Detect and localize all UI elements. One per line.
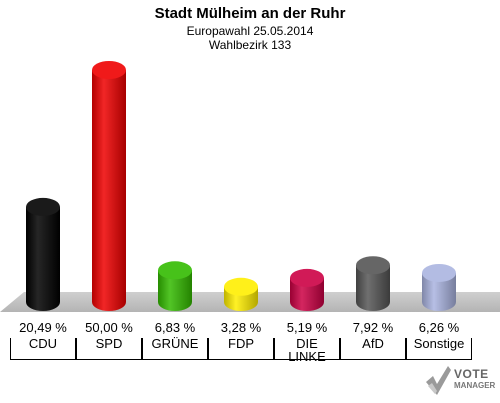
bar-body [422,272,456,311]
bar-cap [422,263,456,282]
bar-fdp [224,277,258,311]
value-label: 5,19 % [286,320,328,335]
category-bracket [274,338,340,360]
bar-cap [224,277,258,296]
category-bracket [208,338,274,360]
bar-cap [290,268,324,287]
category-bracket [142,338,208,360]
category-label: SPD [95,336,123,351]
bar-spd [92,61,126,311]
bar-body [26,206,60,311]
category-bracket [406,338,472,360]
value-label: 3,28 % [220,320,262,335]
bars-group [26,61,456,311]
logo-text-vote: VOTE [454,367,489,381]
category-bracket [76,338,142,360]
bar-gruene [158,261,192,311]
logo-text-manager: MANAGER [454,381,496,390]
chart-district: Wahlbezirk 133 [208,38,292,52]
category-label: CDU [28,336,58,351]
bar-cap [92,61,126,79]
category-bracket [10,338,76,360]
bar-cap [356,256,390,275]
category-label: FDP [228,336,254,351]
value-label: 6,26 % [418,320,460,335]
vote-manager-check-icon [426,366,451,395]
bar-cap [26,197,60,216]
bar-body [92,70,126,311]
bar-body [158,270,192,311]
vote-manager-logo: VOTE MANAGER [424,364,500,400]
chart-subtitle: Europawahl 25.05.2014 [186,24,314,38]
value-label: 6,83 % [154,320,196,335]
bar-sonstige [422,263,456,311]
value-label: 20,49 % [19,320,67,335]
bar-afd [356,256,390,311]
category-bracket [340,338,406,360]
category-label: GRÜNE [151,336,199,351]
bar-die-linke [290,268,324,311]
bar-body [356,265,390,311]
category-label: AfD [362,336,384,351]
value-label: 7,92 % [352,320,394,335]
value-label: 50,00 % [85,320,133,335]
bar-cap [158,261,192,280]
bar-body [290,277,324,311]
chart-title: Stadt Mülheim an der Ruhr [154,5,346,22]
category-label: DIE LINKE [288,336,326,364]
category-label: Sonstige [413,336,465,351]
bar-cdu [26,197,60,311]
